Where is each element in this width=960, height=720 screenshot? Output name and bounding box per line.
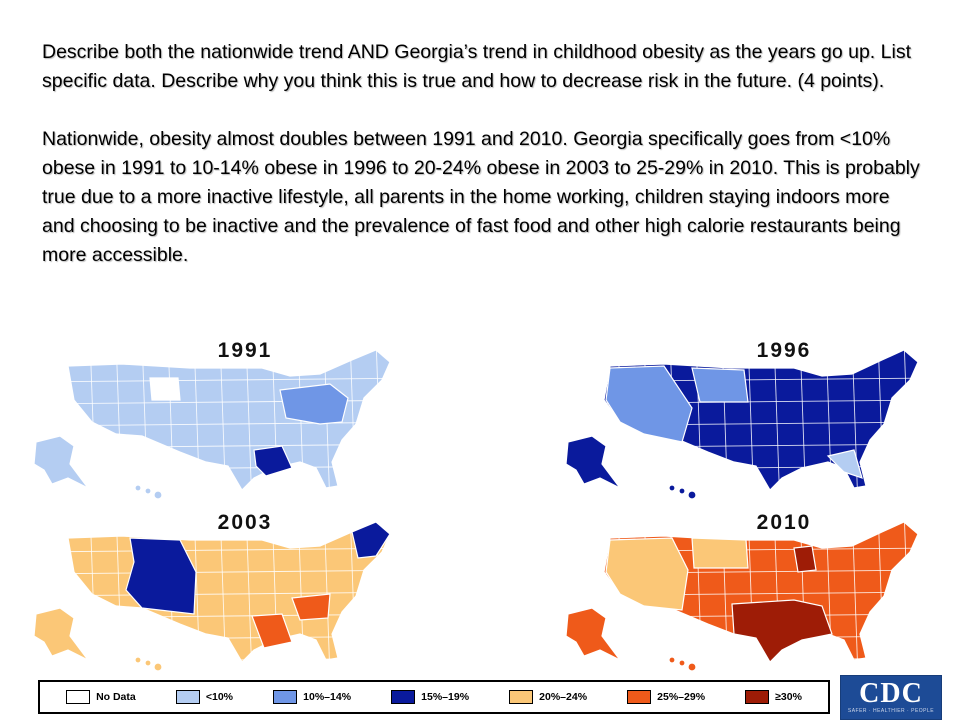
region-southeast-2010 — [731, 599, 833, 663]
region-gulf-2003 — [251, 613, 293, 649]
legend-swatch-25-29 — [627, 690, 652, 704]
region-southeast-1996 — [826, 449, 863, 479]
legend-label-15-19: 15%–19% — [421, 691, 470, 703]
map-panel-1996: 1996 — [512, 338, 952, 503]
alaska-2010 — [565, 607, 621, 661]
answer-text: Nationwide, obesity almost doubles betwe… — [42, 128, 920, 266]
us-map-2010: 2010 — [565, 511, 919, 672]
legend-item-10-14: 10%–14% — [273, 690, 351, 704]
legend-label-ge30: ≥30% — [775, 691, 802, 703]
legend-item-lt10: <10% — [175, 690, 234, 704]
cdc-logo-tagline: SAFER · HEALTHIER · PEOPLE — [847, 708, 935, 714]
us-mainland-2003 — [67, 521, 391, 663]
legend-swatch-10-14 — [273, 690, 298, 704]
map-title-1996: 1996 — [757, 339, 812, 362]
map-title-1991: 1991 — [218, 339, 273, 362]
cdc-logo-text: CDC — [859, 678, 923, 709]
legend-swatch-ge30 — [745, 690, 770, 704]
region-west-1996 — [605, 365, 693, 443]
region-mountain-2003 — [125, 537, 197, 615]
region-plains-2010 — [691, 537, 749, 569]
us-mainland-2010 — [603, 521, 919, 663]
map-title-2003: 2003 — [218, 511, 273, 534]
legend: No Data <10% 10%–14% 15%–19% 20%–24% 25%… — [38, 680, 830, 714]
region-michigan-2010 — [793, 545, 817, 573]
map-panel-2010: 2010 — [512, 508, 952, 678]
question-text: Describe both the nationwide trend AND G… — [42, 41, 911, 92]
us-map-1991: 1991 — [33, 339, 391, 500]
us-map-1996: 1996 — [565, 339, 919, 500]
legend-label-20-24: 20%–24% — [539, 691, 588, 703]
legend-swatch-no-data — [66, 690, 91, 704]
hawaii-2010 — [668, 656, 697, 672]
legend-item-25-29: 25%–29% — [627, 690, 705, 704]
legend-swatch-lt10 — [175, 690, 200, 704]
legend-label-lt10: <10% — [205, 691, 234, 703]
legend-swatch-15-19 — [391, 690, 416, 704]
legend-item-20-24: 20%–24% — [509, 690, 587, 704]
hawaii-1991 — [134, 484, 163, 500]
map-title-2010: 2010 — [757, 511, 812, 534]
us-map-2003: 2003 — [33, 511, 391, 672]
legend-label-10-14: 10%–14% — [303, 691, 352, 703]
region-nodata-1991 — [149, 377, 181, 401]
text-block: Describe both the nationwide trend AND G… — [42, 38, 922, 270]
region-midwest-1996 — [691, 367, 749, 403]
legend-item-15-19: 15%–19% — [391, 690, 469, 704]
cdc-logo: CDC SAFER · HEALTHIER · PEOPLE — [840, 675, 942, 720]
alaska-1996 — [565, 435, 621, 489]
legend-item-no-data: No Data — [66, 690, 136, 704]
legend-label-no-data: No Data — [96, 691, 136, 703]
region-west-2010 — [605, 537, 689, 611]
region-south-1991 — [253, 445, 293, 477]
region-south-2003 — [291, 593, 331, 621]
hawaii-1996 — [668, 484, 697, 500]
map-panel-1991: 1991 — [30, 338, 430, 503]
alaska-1991 — [33, 435, 89, 489]
hawaii-2003 — [134, 656, 163, 672]
region-northeast-2003 — [351, 521, 391, 559]
region-east-1991 — [279, 383, 349, 425]
legend-label-25-29: 25%–29% — [657, 691, 706, 703]
legend-item-ge30: ≥30% — [745, 690, 802, 704]
alaska-2003 — [33, 607, 89, 661]
map-panel-2003: 2003 — [30, 508, 430, 678]
legend-swatch-20-24 — [509, 690, 534, 704]
